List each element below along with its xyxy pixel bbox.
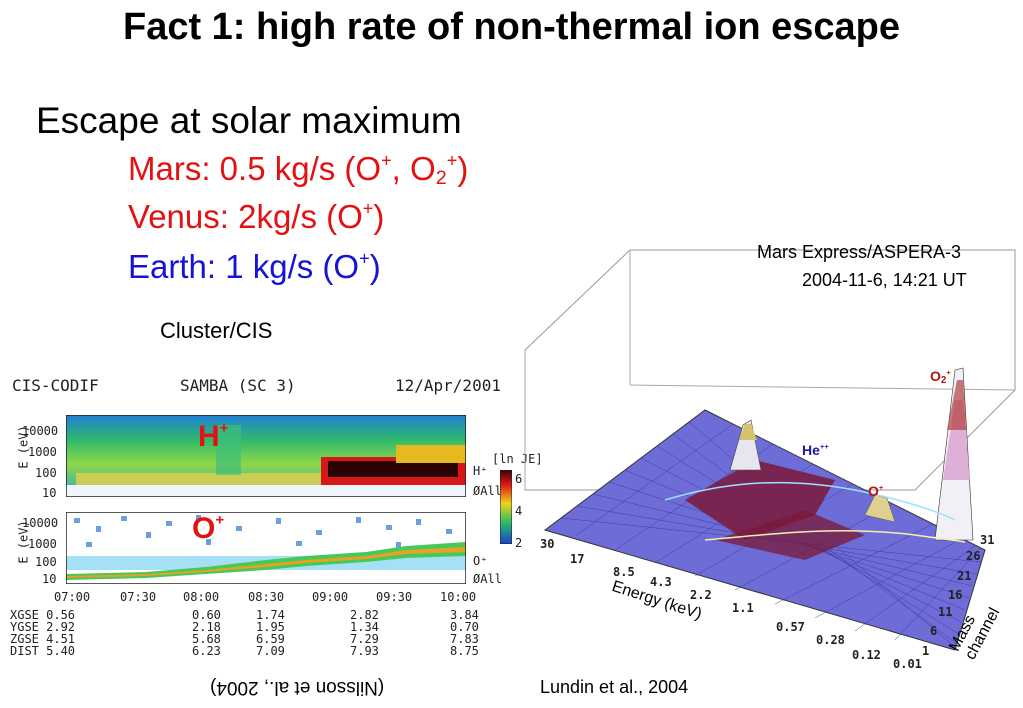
- mex-3d-surface: [524, 249, 1016, 651]
- coord-value: 7.83: [450, 632, 479, 646]
- ytick: 10: [42, 572, 57, 586]
- coord-value: 0.60: [192, 608, 221, 622]
- ytick: 10000: [22, 424, 59, 438]
- coord-value: 7.09: [256, 644, 285, 658]
- energy-tick: 30: [540, 537, 555, 551]
- ylabel: E (eV): [16, 520, 31, 564]
- coord-value: 1.74: [256, 608, 285, 622]
- cis-panel-o: [66, 512, 466, 584]
- time-tick: 08:30: [248, 590, 285, 604]
- time-tick: 10:00: [440, 590, 477, 604]
- coord-value: 1.34: [350, 620, 379, 634]
- coord-label: DIST 5.40: [10, 644, 76, 658]
- cis-header-date: 12/Apr/2001: [395, 376, 501, 395]
- coord-value: 2.82: [350, 608, 379, 622]
- energy-tick: 0.57: [776, 620, 805, 634]
- time-tick: 09:00: [312, 590, 349, 604]
- mass-tick: 26: [966, 549, 981, 563]
- mars-rate: Mars: 0.5 kg/s (O+, O2+): [128, 150, 469, 189]
- venus-rate: Venus: 2kg/s (O+): [128, 198, 385, 235]
- energy-tick: 17: [570, 552, 585, 566]
- coord-value: 2.18: [192, 620, 221, 634]
- ytick: 10: [42, 486, 57, 500]
- coord-value: 7.93: [350, 644, 379, 658]
- o-plus-label: O+: [192, 511, 225, 545]
- right-label: O⁺: [473, 554, 488, 568]
- slide-title: Fact 1: high rate of non-thermal ion esc…: [122, 6, 900, 48]
- ytick: 100: [35, 466, 57, 480]
- coord-value: 5.68: [192, 632, 221, 646]
- mass-tick: 21: [957, 569, 972, 583]
- coord-value: 6.23: [192, 644, 221, 658]
- nilsson-credit: (Nilsson et al., 2004): [210, 677, 385, 698]
- coord-value: 3.84: [450, 608, 479, 622]
- ylabel: E (eV): [16, 425, 31, 469]
- energy-tick: 0.12: [852, 648, 881, 662]
- time-tick: 07:30: [120, 590, 157, 604]
- mass-tick: 16: [948, 588, 963, 602]
- coord-label: XGSE 0.56: [10, 608, 76, 622]
- time-tick: 09:30: [376, 590, 413, 604]
- mass-tick: 11: [938, 605, 953, 619]
- right-label: ØAll: [473, 572, 502, 586]
- coord-value: 8.75: [450, 644, 479, 658]
- mass-tick: 31: [980, 533, 995, 547]
- cis-header-instrument: CIS-CODIF: [12, 376, 99, 395]
- right-label: H⁺: [473, 464, 488, 478]
- cluster-label: Cluster/CIS: [160, 318, 273, 343]
- colorbar-tick: 6: [515, 472, 523, 486]
- mass-tick: 6: [930, 624, 938, 638]
- h-plus-label: H+: [198, 419, 229, 453]
- mex-title-2: 2004-11-6, 14:21 UT: [802, 270, 967, 290]
- energy-tick: 2.2: [690, 588, 712, 602]
- coord-label: ZGSE 4.51: [10, 632, 76, 646]
- earth-rate: Earth: 1 kg/s (O+): [128, 248, 381, 285]
- lundin-credit: Lundin et al., 2004: [540, 677, 689, 697]
- coord-value: 7.29: [350, 632, 379, 646]
- energy-tick: 0.01: [893, 657, 922, 671]
- energy-tick: 8.5: [613, 565, 635, 579]
- colorbar-tick: 4: [515, 504, 523, 518]
- coord-value: 0.70: [450, 620, 479, 634]
- coord-value: 1.95: [256, 620, 285, 634]
- energy-tick: 1.1: [732, 601, 754, 615]
- he-peak-label: He++: [802, 442, 829, 458]
- energy-tick: 0.28: [816, 633, 845, 647]
- colorbar: [500, 470, 512, 544]
- colorbar-tick: 2: [515, 536, 523, 550]
- time-tick: 08:00: [183, 590, 220, 604]
- subtitle: Escape at solar maximum: [36, 100, 462, 141]
- ytick: 100: [35, 555, 57, 569]
- ytick: 1000: [28, 445, 57, 459]
- o-peak-label: O+: [868, 483, 884, 499]
- mass-tick: 1: [922, 644, 930, 658]
- ytick: 1000: [28, 537, 57, 551]
- time-tick: 07:00: [54, 590, 91, 604]
- cis-header-spacecraft: SAMBA (SC 3): [180, 376, 296, 395]
- energy-tick: 4.3: [650, 575, 672, 589]
- coord-value: 6.59: [256, 632, 285, 646]
- ytick: 10000: [22, 516, 59, 530]
- o2-peak-label: O2+: [930, 368, 951, 386]
- right-label: ØAll: [473, 484, 502, 498]
- coord-label: YGSE 2.92: [10, 620, 76, 634]
- mex-title-1: Mars Express/ASPERA-3: [757, 242, 962, 262]
- colorbar-label: [ln JE]: [492, 452, 543, 466]
- cis-panel-h: [66, 415, 466, 497]
